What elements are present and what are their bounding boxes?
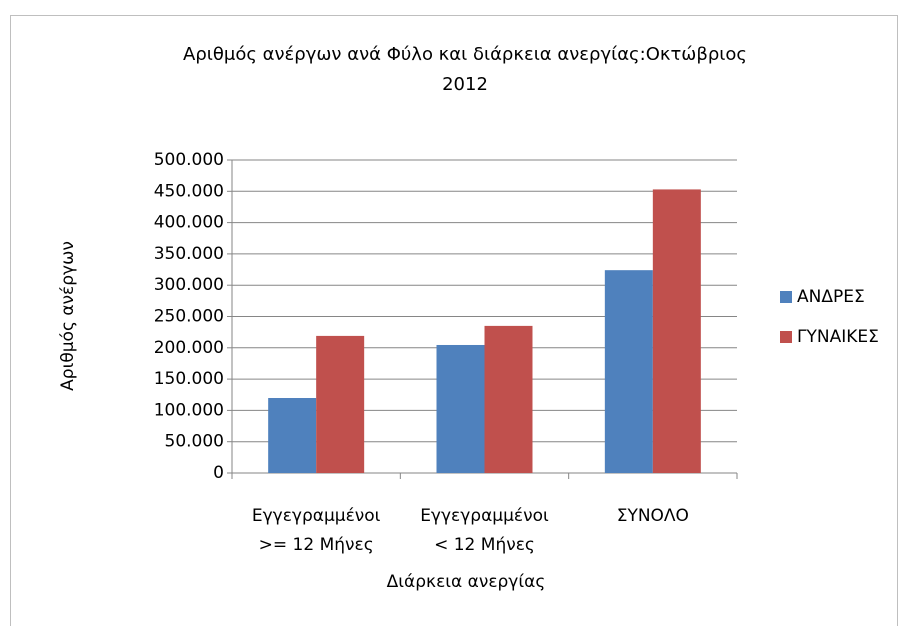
x-tick-label: ΣΥΝΟΛΟ bbox=[616, 506, 689, 526]
y-tick-label: 50.000 bbox=[165, 432, 224, 452]
y-tick-label: 200.000 bbox=[154, 338, 224, 358]
x-tick-label: Εγγεγραμμένοι >= 12 Μήνες bbox=[251, 506, 381, 555]
y-tick-label: 350.000 bbox=[154, 244, 224, 264]
bar bbox=[436, 344, 485, 473]
legend-label: ΑΝΔΡΕΣ bbox=[797, 287, 865, 307]
y-tick-label: 250.000 bbox=[154, 307, 224, 327]
y-tick-label: 300.000 bbox=[154, 275, 224, 295]
y-tick-label: 400.000 bbox=[154, 213, 224, 233]
y-tick-label: 150.000 bbox=[154, 369, 224, 389]
bar bbox=[652, 189, 701, 473]
chart-title: Αριθμός ανέργων ανά Φύλο και διάρκεια αν… bbox=[183, 44, 747, 95]
y-tick-label: 100.000 bbox=[154, 400, 224, 420]
y-tick-label: 450.000 bbox=[154, 181, 224, 201]
y-tick-label: 0 bbox=[213, 463, 224, 483]
y-axis-label: Αριθμός ανέργων bbox=[58, 241, 78, 391]
bar bbox=[316, 335, 365, 473]
x-tick-label: Εγγεγραμμένοι < 12 Μήνες bbox=[420, 506, 549, 555]
legend-label: ΓΥΝΑΙΚΕΣ bbox=[797, 327, 879, 347]
bar bbox=[604, 270, 653, 473]
legend-swatch bbox=[780, 291, 792, 303]
x-axis-label: Διάρκεια ανεργίας bbox=[387, 572, 546, 592]
bar bbox=[484, 325, 533, 473]
legend-swatch bbox=[780, 331, 792, 343]
chart-border bbox=[10, 15, 898, 626]
y-tick-label: 500.000 bbox=[154, 150, 224, 170]
bar bbox=[268, 398, 317, 473]
